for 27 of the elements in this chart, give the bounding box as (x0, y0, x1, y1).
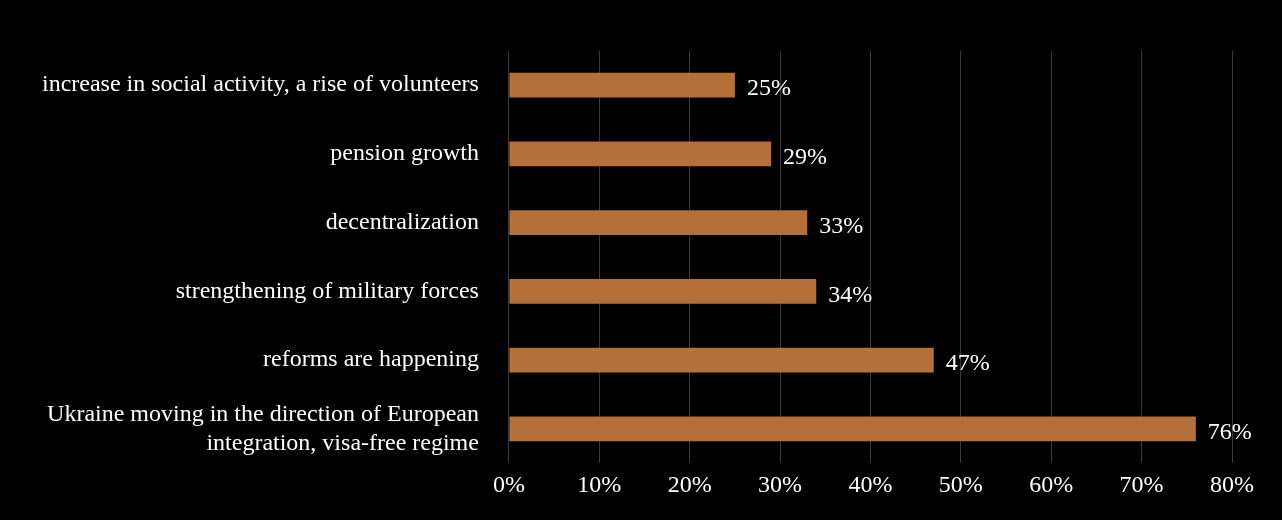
x-tick-label: 60% (1029, 470, 1074, 497)
bar (509, 347, 934, 373)
y-tick-label: reforms are happening (263, 345, 479, 372)
bar (509, 141, 772, 167)
y-tick-label: Ukraine moving in the direction of European integration, visa-free regime (47, 399, 479, 455)
bar (509, 72, 735, 98)
data-label: 47% (945, 349, 990, 376)
y-tick-label: strengthening of military forces (175, 276, 479, 303)
x-tick-label: 0% (492, 470, 525, 497)
x-tick-label: 70% (1119, 470, 1164, 497)
data-label: 34% (828, 280, 873, 307)
y-tick-label: decentralization (325, 207, 479, 234)
x-tick-label: 80% (1210, 470, 1254, 497)
bar (509, 210, 808, 236)
data-label: 25% (746, 74, 791, 101)
x-tick-label: 40% (848, 470, 893, 497)
y-tick-label: increase in social activity, a rise of volunteers (41, 70, 479, 97)
data-label: 29% (783, 143, 828, 170)
x-tick-label: 50% (938, 470, 983, 497)
x-tick-label: 10% (577, 470, 622, 497)
bar (509, 416, 1196, 442)
data-label: 76% (1207, 418, 1252, 445)
data-label: 33% (819, 211, 864, 238)
bar (509, 279, 817, 304)
x-tick-label: 20% (667, 470, 712, 497)
y-tick-label: pension growth (330, 139, 479, 166)
x-tick-label: 30% (758, 470, 803, 497)
